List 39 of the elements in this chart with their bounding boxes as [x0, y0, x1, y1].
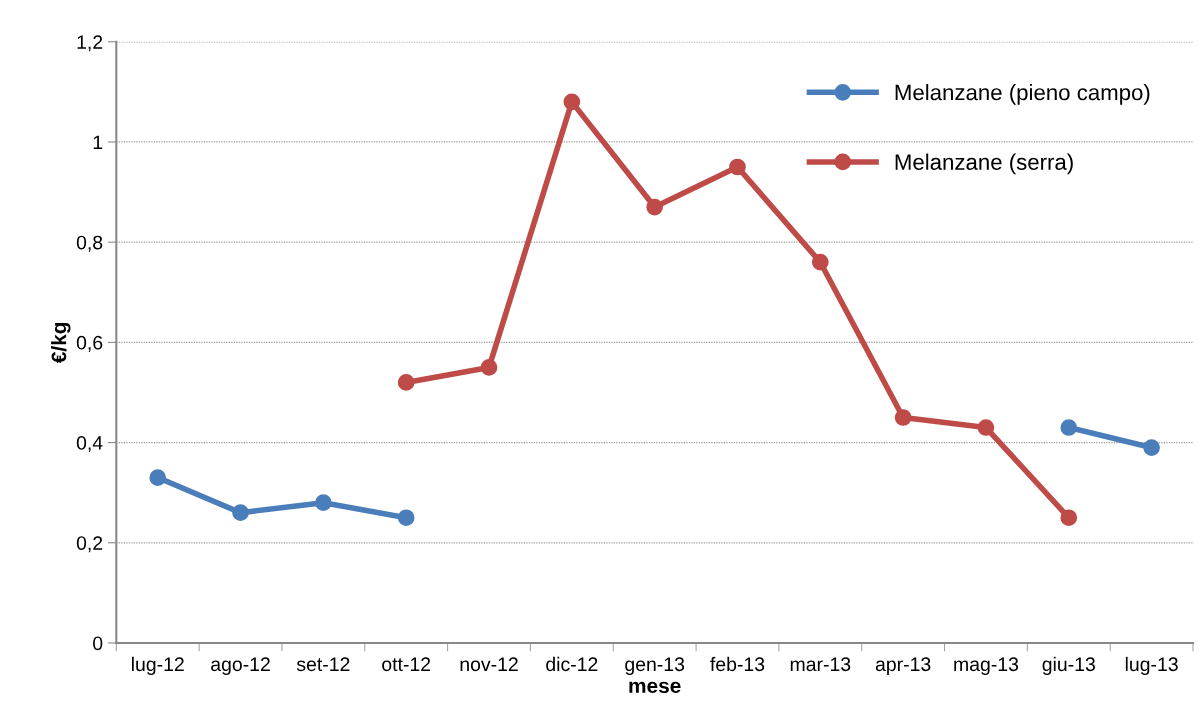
- x-tick-label: feb-13: [710, 656, 765, 672]
- x-tick-label: mag-13: [954, 657, 1019, 675]
- y-tick-label: 0,8: [76, 235, 103, 252]
- x-tick-label: dic-12: [546, 656, 598, 672]
- x-tick-label: mar-13: [790, 657, 851, 672]
- y-tick-label: 0,4: [76, 436, 103, 453]
- point: [1060, 509, 1078, 527]
- point: [1143, 439, 1160, 456]
- point: [894, 409, 912, 426]
- y-tick-label: 0,2: [76, 536, 103, 553]
- point: [315, 494, 332, 512]
- y-tick-label: 1: [93, 135, 103, 150]
- point: [977, 419, 995, 436]
- point: [563, 93, 581, 111]
- x-tick-label: ago-12: [211, 657, 270, 675]
- point: [646, 198, 663, 216]
- x-tick-label: apr-13: [875, 657, 931, 675]
- x-axis-title: mese: [629, 681, 681, 694]
- point: [397, 509, 415, 527]
- y-tick-label: 0,6: [76, 335, 103, 352]
- x-tick-label: ott-12: [382, 657, 431, 672]
- point: [480, 359, 498, 376]
- point: [811, 253, 829, 271]
- legend-label: Melanzane (pieno campo): [895, 83, 1150, 105]
- y-tick-label: 1,2: [77, 35, 103, 52]
- x-tick-label: lug-12: [132, 656, 184, 675]
- y-axis-title: €/kg: [51, 322, 71, 364]
- y-tick-label: 0: [93, 636, 103, 651]
- x-tick-label: set-12: [296, 657, 350, 672]
- point: [397, 374, 415, 391]
- x-tick-label: gen-13: [625, 657, 685, 675]
- point: [729, 158, 746, 176]
- point: [232, 504, 249, 522]
- point: [149, 469, 167, 486]
- legend-label: Melanzane (serra): [895, 153, 1073, 175]
- x-tick-label: giu-13: [1042, 656, 1095, 675]
- point: [1060, 419, 1078, 436]
- x-tick-label: nov-12: [460, 657, 518, 672]
- x-tick-label: lug-13: [1125, 656, 1178, 675]
